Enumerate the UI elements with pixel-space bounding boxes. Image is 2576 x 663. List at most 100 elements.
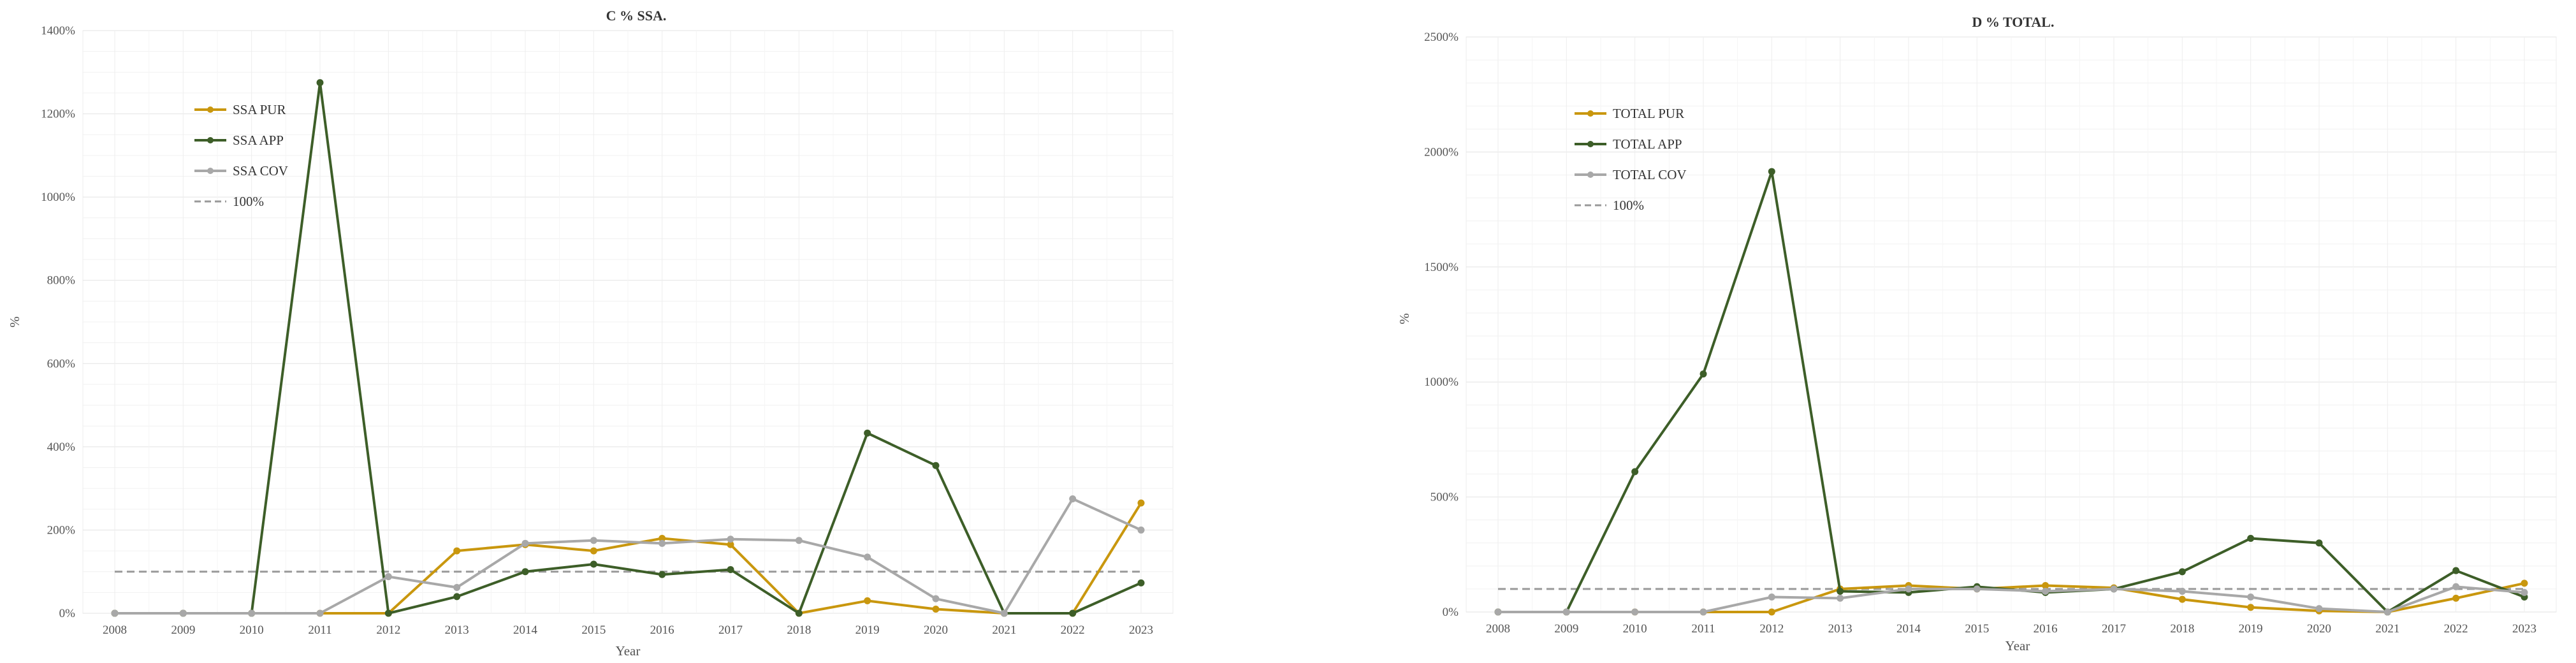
- legend-label-ssa-cov: SSA COV: [233, 163, 288, 178]
- data-point-ssa-app: [316, 79, 324, 87]
- data-point-total-cov: [1631, 608, 1639, 616]
- y-tick-labels: 0% 500% 1000% 1500% 2000% 2500%: [1424, 31, 1459, 619]
- y-tick-label: 2000%: [1424, 145, 1459, 159]
- x-tick-label: 2016: [2034, 622, 2058, 636]
- x-tick-label: 2018: [787, 623, 811, 637]
- data-point-total-app: [1768, 168, 1775, 175]
- data-point-ssa-pur: [864, 597, 871, 604]
- x-tick-label: 2011: [308, 623, 331, 637]
- data-point-total-app: [2452, 567, 2460, 574]
- y-axis-label: %: [7, 316, 22, 328]
- data-point-ssa-cov: [590, 537, 597, 544]
- data-point-ssa-app: [453, 593, 461, 601]
- data-point-total-app: [2247, 535, 2255, 543]
- data-point-total-cov: [2452, 583, 2460, 590]
- data-point-ssa-cov: [932, 595, 940, 602]
- data-point-total-pur: [2042, 582, 2049, 590]
- legend-label-total-cov: TOTAL COV: [1613, 167, 1687, 182]
- x-tick-label: 2022: [2444, 622, 2468, 636]
- chart-panel-ssa: C % SSA. % Year 0% 200% 400% 600% 800% 1000% 1…: [0, 0, 1211, 663]
- data-point-ssa-app: [1137, 579, 1145, 586]
- series-lines: [1494, 168, 2528, 616]
- legend-label-total-pur: TOTAL PUR: [1613, 106, 1684, 121]
- series-line-ssa-app: [115, 81, 1142, 615]
- chart-ssa: C % SSA. % Year 0% 200% 400% 600% 800% 1000% 1…: [7, 8, 1174, 659]
- x-axis-label: Year: [2005, 638, 2030, 653]
- data-point-ssa-cov: [316, 609, 324, 617]
- chart-title: D % TOTAL.: [1972, 14, 2055, 30]
- legend-label-total-app: TOTAL APP: [1613, 136, 1682, 152]
- x-axis-label: Year: [616, 643, 641, 659]
- data-point-total-cov: [1494, 608, 1502, 616]
- data-point-ssa-app: [932, 462, 940, 469]
- x-tick-label: 2020: [2307, 622, 2331, 636]
- data-point-total-cov: [2042, 588, 2049, 595]
- x-tick-label: 2009: [171, 623, 195, 637]
- data-point-ssa-cov: [111, 609, 119, 617]
- data-point-ssa-pur: [659, 534, 666, 542]
- data-point-ssa-cov: [384, 573, 392, 581]
- data-point-ssa-pur: [590, 547, 597, 555]
- y-tick-label: 1000%: [41, 191, 75, 204]
- data-point-total-cov: [1905, 585, 1912, 593]
- chart-total: D % TOTAL. % Year 0% 500% 1000% 1500% 2000% 2…: [1397, 14, 2557, 653]
- data-point-total-cov: [1699, 608, 1707, 616]
- chart-panel-total: D % TOTAL. % Year 0% 500% 1000% 1500% 2000% 2…: [1364, 0, 2575, 663]
- x-tick-label: 2012: [1759, 622, 1784, 636]
- x-tick-label: 2017: [2102, 622, 2126, 636]
- y-tick-label: 1500%: [1424, 261, 1459, 274]
- x-tick-label: 2013: [1828, 622, 1852, 636]
- series-lines: [111, 79, 1145, 617]
- legend-label-ref: 100%: [1613, 198, 1644, 213]
- data-point-ssa-app: [590, 560, 597, 568]
- x-tick-label: 2015: [581, 623, 606, 637]
- data-point-total-cov: [1973, 585, 1981, 593]
- legend: TOTAL PUR TOTAL APP TOTAL COV 100%: [1575, 106, 1687, 213]
- data-point-total-cov: [2521, 588, 2528, 596]
- data-point-total-app: [1699, 370, 1707, 378]
- x-tick-label: 2020: [924, 623, 948, 637]
- data-point-ssa-app: [1069, 609, 1077, 617]
- y-axis-label: %: [1397, 313, 1412, 324]
- y-tick-label: 2500%: [1424, 31, 1459, 44]
- data-point-total-cov: [1768, 594, 1775, 601]
- data-point-ssa-cov: [864, 553, 871, 561]
- data-point-ssa-pur: [453, 547, 461, 555]
- grid: [1466, 36, 2557, 613]
- x-tick-labels: 2008 2009 2010 2011 2012 2013 2014 2015 2016 2017…: [103, 623, 1153, 637]
- y-tick-label: 1000%: [1424, 375, 1459, 389]
- data-point-ssa-cov: [795, 537, 803, 544]
- legend-label-ref: 100%: [233, 194, 264, 209]
- y-tick-label: 500%: [1430, 491, 1459, 504]
- data-point-total-pur: [2521, 579, 2528, 587]
- x-tick-label: 2021: [2375, 622, 2399, 636]
- y-tick-label: 0%: [1443, 606, 1459, 619]
- data-point-ssa-app: [521, 568, 529, 576]
- x-tick-label: 2023: [2512, 622, 2536, 636]
- series-line-ssa-cov: [115, 497, 1142, 615]
- legend-marker-total-cov: [1587, 171, 1594, 178]
- x-tick-label: 2010: [240, 623, 264, 637]
- data-point-total-cov: [1562, 608, 1570, 616]
- x-tick-label: 2010: [1623, 622, 1647, 636]
- data-point-total-cov: [2110, 585, 2118, 593]
- y-tick-label: 200%: [47, 523, 76, 537]
- x-tick-label: 2019: [2239, 622, 2263, 636]
- legend-label-ssa-pur: SSA PUR: [233, 102, 286, 117]
- legend: SSA PUR SSA APP SSA COV 100%: [194, 102, 288, 209]
- data-point-ssa-cov: [659, 539, 666, 547]
- y-tick-label: 600%: [47, 357, 76, 370]
- data-point-ssa-cov: [521, 539, 529, 547]
- x-tick-label: 2017: [718, 623, 743, 637]
- data-point-total-pur: [2452, 594, 2460, 602]
- data-point-ssa-pur: [727, 541, 734, 548]
- x-tick-label: 2018: [2170, 622, 2194, 636]
- data-point-total-pur: [1768, 608, 1775, 616]
- data-point-total-app: [1837, 588, 1844, 595]
- x-tick-labels: 2008 2009 2010 2011 2012 2013 2014 2015 2016 2017…: [1486, 622, 2536, 636]
- x-tick-label: 2022: [1061, 623, 1085, 637]
- data-point-total-cov: [2178, 588, 2186, 595]
- data-point-ssa-app: [384, 609, 392, 617]
- y-tick-labels: 0% 200% 400% 600% 800% 1000% 1200% 1400%: [41, 24, 75, 620]
- data-point-ssa-cov: [1000, 609, 1008, 617]
